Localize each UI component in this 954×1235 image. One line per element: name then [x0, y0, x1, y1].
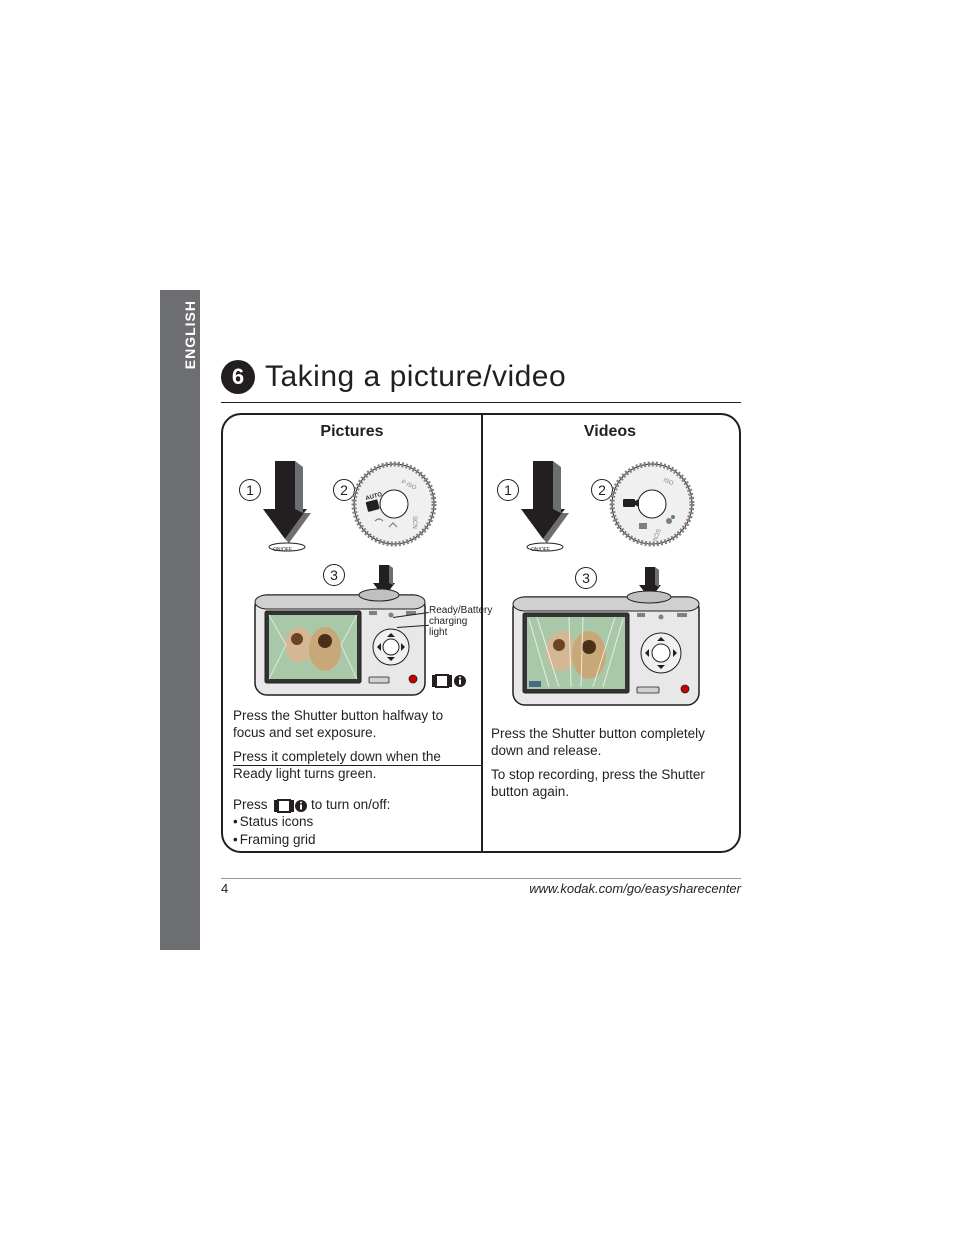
power-arrow-icon: ON/OFF: [519, 461, 571, 553]
page-number: 4: [221, 881, 228, 896]
list-item: Help (in Menu mode): [233, 848, 471, 853]
instruction-text: To stop recording, press the Shutter but…: [491, 766, 729, 801]
pictures-heading: Pictures: [233, 423, 471, 441]
footer-url: www.kodak.com/go/easysharecenter: [529, 881, 741, 896]
section-title: Taking a picture/video: [265, 360, 566, 394]
mode-dial-icon: AUTO P ISO SCN: [351, 461, 437, 547]
step-circle-1: 1: [239, 479, 261, 501]
lcd-info-icon: [431, 673, 467, 694]
main-content: 6 Taking a picture/video Pictures 1 2 3 …: [221, 360, 741, 853]
camera-illustration: [251, 585, 436, 703]
header-divider: [221, 402, 741, 403]
videos-heading: Videos: [491, 423, 729, 441]
svg-text:ON/OFF: ON/OFF: [273, 547, 292, 553]
press-icon-text: Press to turn on/off:: [233, 796, 471, 813]
mode-dial-icon: SCN ISO: [609, 461, 695, 547]
pictures-column: Pictures 1 2 3 ON/OFF: [223, 415, 481, 851]
instruction-panel: Pictures 1 2 3 ON/OFF: [221, 413, 741, 853]
videos-instructions: Press the Shutter button completely down…: [491, 725, 729, 800]
section-header: 6 Taking a picture/video: [221, 360, 741, 394]
language-sidebar: ENGLISH: [160, 290, 200, 950]
svg-text:ON/OFF: ON/OFF: [531, 547, 550, 553]
videos-column: Videos 1 2 3 ON/OFF SCN: [481, 415, 739, 851]
step-number-badge: 6: [221, 360, 255, 394]
lcd-info-icon-inline: [271, 799, 307, 813]
display-toggle-instructions: Press to turn on/off: St: [233, 796, 471, 853]
power-arrow-icon: ON/OFF: [261, 461, 313, 553]
toggle-list: Status icons Framing grid Help (in Menu …: [233, 813, 471, 853]
step-circle-3: 3: [575, 567, 597, 589]
instruction-text: Press the Shutter button completely down…: [491, 725, 729, 760]
inner-divider: [233, 765, 481, 766]
svg-text:SCN: SCN: [411, 516, 417, 529]
pictures-diagram: 1 2 3 ON/OFF A: [233, 447, 471, 707]
page-footer: 4 www.kodak.com/go/easysharecenter: [221, 878, 741, 896]
step-circle-3: 3: [323, 564, 345, 586]
step-circle-1: 1: [497, 479, 519, 501]
language-label: ENGLISH: [170, 300, 198, 387]
list-item: Status icons: [233, 813, 471, 830]
pictures-instructions: Press the Shutter button halfway to focu…: [233, 707, 471, 782]
list-item: Framing grid: [233, 831, 471, 848]
ready-light-callout: Ready/Battery charging light: [429, 605, 481, 638]
camera-illustration: [509, 587, 709, 715]
instruction-text: Press the Shutter button halfway to focu…: [233, 707, 471, 742]
videos-diagram: 1 2 3 ON/OFF SCN ISO: [491, 447, 729, 707]
